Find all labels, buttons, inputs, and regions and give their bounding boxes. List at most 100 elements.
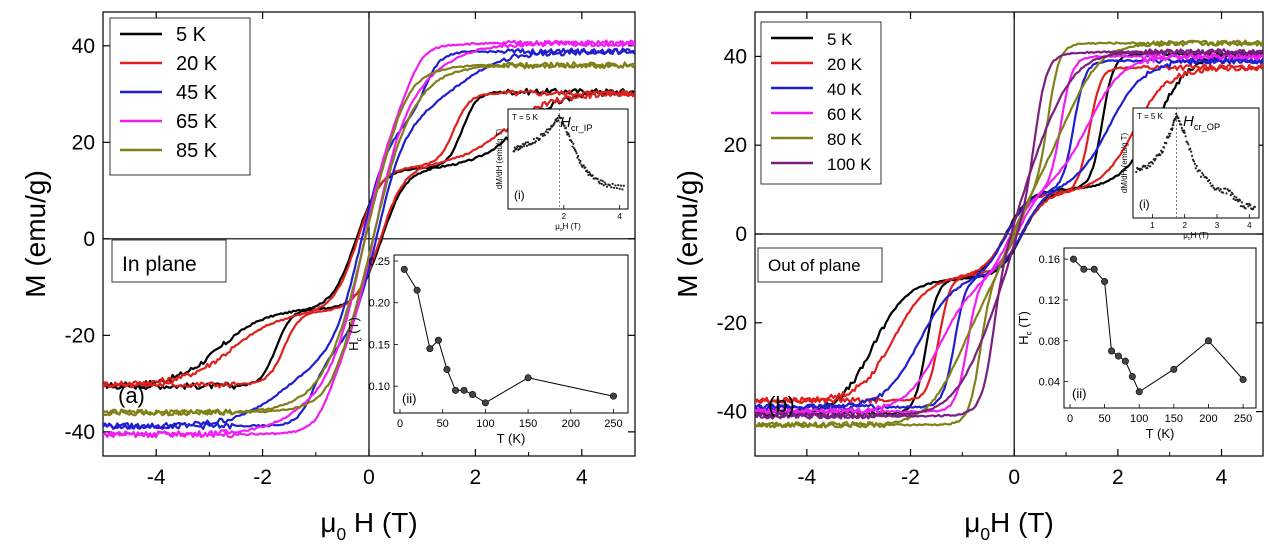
inset-ii-y-tick-label: 0.16 [1039, 254, 1060, 266]
inset-i-point [545, 128, 548, 131]
inset-i-point [1228, 189, 1232, 192]
inset-i-point [619, 184, 623, 187]
inset-i-point [1226, 188, 1229, 191]
inset-i-point [538, 137, 541, 141]
inset-i-point [521, 142, 525, 146]
inset-i-point [1225, 192, 1228, 195]
inset-i-point [1190, 154, 1194, 157]
inset-i-point [1161, 150, 1164, 153]
inset-i-point [1180, 126, 1183, 130]
inset-i-point [523, 143, 527, 146]
inset-i-point [513, 150, 516, 153]
legend-label: 20 K [176, 53, 218, 75]
x-tick-label: 2 [1112, 466, 1124, 489]
inset-i-point [570, 140, 573, 143]
curves [103, 39, 635, 439]
inset-i-point [540, 132, 543, 136]
panel-label: (b) [768, 392, 795, 417]
inset-i-x-label-part: μ [1183, 231, 1188, 240]
inset-i-peak-annotation: Hcr_IP [560, 114, 593, 133]
inset-i-point [534, 140, 538, 143]
inset-i-point [1151, 162, 1154, 165]
inset-i-point [1199, 175, 1203, 178]
inset-i-point [1154, 157, 1157, 160]
inset-ii-y-label-part: H [346, 341, 361, 350]
inset-ii-point [426, 345, 434, 353]
inset-i-point [596, 177, 599, 181]
inset-ii-x-tick-label: 250 [1234, 413, 1252, 425]
inset-i-point [591, 174, 594, 177]
inset-i-point [524, 141, 528, 144]
legend-label: 40 K [827, 80, 863, 99]
inset-i-point [1251, 208, 1255, 211]
inset-i-point [615, 186, 618, 190]
inset-i-point [582, 164, 585, 167]
inset-i-point [1175, 112, 1178, 116]
x-axis-label-part: 0 [336, 524, 346, 544]
inset-i-point [567, 133, 570, 136]
inset-i-point [559, 116, 563, 120]
inset-i-point [610, 186, 613, 189]
inset-i-point [1237, 200, 1240, 203]
inset-i-point [585, 169, 589, 172]
inset-i-point [525, 144, 529, 147]
y-tick-label: 20 [72, 131, 95, 154]
inset-i-x-tick-label: 4 [1247, 221, 1252, 230]
box-label: Out of plane [768, 256, 861, 275]
legend-label: 20 K [827, 55, 863, 74]
inset-i-point [515, 147, 518, 150]
inset-i-point [618, 187, 621, 190]
inset-ii-point [1069, 255, 1077, 263]
inset-ii-point [443, 365, 451, 373]
inset-i-point [543, 134, 546, 137]
inset-ii: 0 50 100 150 200 250 0.04 0.08 0.12 0.16 (ii) T (K)… [1016, 247, 1257, 441]
inset-i-y-label: dM/dH (emu/g T) [1120, 133, 1129, 194]
inset-i-peak-annotation-part: H [1183, 113, 1194, 130]
inset-ii-point [1170, 365, 1178, 373]
inset-ii-point [1090, 265, 1098, 273]
inset-ii: 0 50 100 150 200 250 0.10 0.15 0.20 0.25 (ii) T (K)… [346, 254, 629, 446]
inset-ii-point [1101, 278, 1109, 286]
inset-ii-x-label: T (K) [1146, 426, 1175, 441]
inset-ii-x-tick-label: 150 [519, 418, 537, 430]
inset-i-point [1171, 128, 1174, 132]
inset-i-point [562, 122, 565, 125]
inset-ii-point [460, 386, 468, 394]
y-tick-label: 20 [724, 134, 747, 157]
inset-ii-y-tick-label: 0.25 [369, 256, 390, 268]
inset-i-x-label-part: 0 [560, 227, 563, 233]
inset-ii-label: (ii) [402, 391, 416, 406]
x-tick-label: -2 [901, 466, 920, 489]
inset-i-point [531, 141, 535, 145]
inset-i-point [1168, 134, 1171, 138]
box-label-frame [757, 247, 883, 283]
inset-i-point [578, 161, 581, 165]
inset-ii-frame [1063, 247, 1257, 409]
inset-ii-x-tick-label: 200 [1199, 413, 1217, 425]
inset-i-point [574, 150, 577, 153]
inset-i-point [611, 182, 614, 185]
inset-ii-x-tick-label: 200 [562, 418, 580, 430]
inset-i-point [1189, 147, 1192, 150]
inset-i-point [1194, 167, 1197, 170]
inset-ii-x-tick-label: 250 [604, 418, 622, 430]
inset-i-temperature: T = 5 K [512, 113, 539, 122]
inset-ii-y-tick-label: 0.04 [1039, 377, 1060, 389]
y-tick-label: 0 [83, 228, 95, 251]
inset-i-point [557, 119, 560, 122]
inset-i-point [1172, 123, 1175, 126]
inset-i-label: (i) [1139, 197, 1150, 211]
inset-i-point [564, 126, 568, 130]
inset-i-point [1217, 187, 1220, 190]
inset-i-point [588, 171, 591, 174]
inset-i-point [1235, 196, 1238, 199]
inset-i-point [605, 185, 609, 188]
inset-i-point [1209, 182, 1212, 185]
inset-i-peak-annotation: Hcr_OP [1183, 113, 1220, 132]
inset-i-point [1174, 118, 1177, 121]
inset-ii-y-label-part: c [355, 337, 364, 341]
inset-i-point [1246, 202, 1249, 206]
inset-i-point [1231, 192, 1234, 196]
inset-i-point [1229, 194, 1232, 197]
inset-i-point [614, 184, 617, 187]
